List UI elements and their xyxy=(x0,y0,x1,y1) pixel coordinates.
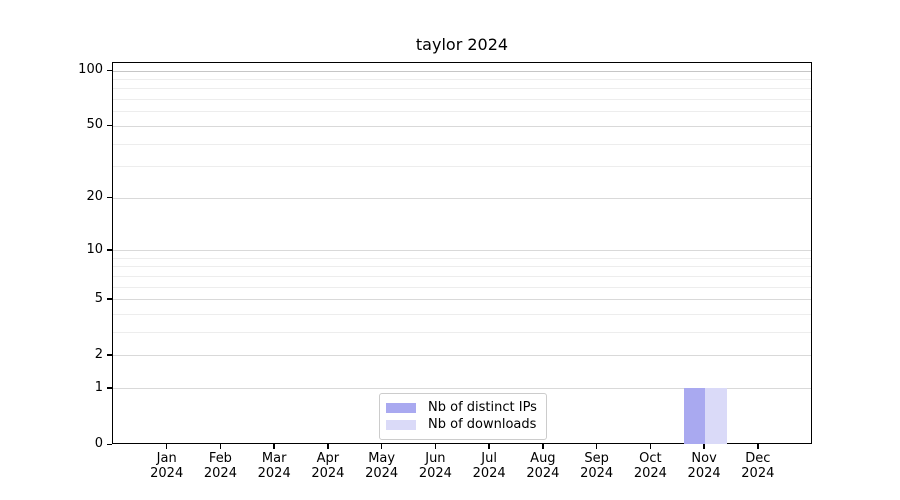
x-tick-label-may: May 2024 xyxy=(365,451,399,481)
y-tick-1 xyxy=(106,387,112,389)
legend-swatch-distinct-ips xyxy=(386,403,416,413)
y-tick-label-0: 0 xyxy=(94,436,103,451)
y-tick-label-2: 2 xyxy=(94,346,103,362)
legend-entry-distinct-ips: Nb of distinct IPs xyxy=(386,400,537,416)
gridline-minor-40 xyxy=(113,143,811,145)
x-tick-mar xyxy=(273,444,275,449)
gridline-major-2 xyxy=(113,355,811,357)
gridline-major-10 xyxy=(113,250,811,252)
gridline-minor-30 xyxy=(113,166,811,168)
y-tick-label-1: 1 xyxy=(94,379,103,395)
y-tick-label-10: 10 xyxy=(86,241,103,257)
x-tick-jan xyxy=(165,444,168,449)
grid-layer xyxy=(113,63,811,443)
y-tick-label-50: 50 xyxy=(86,117,103,133)
x-tick-apr xyxy=(327,444,329,449)
y-tick-50 xyxy=(106,124,112,127)
x-tick-label-jun: Jun 2024 xyxy=(418,451,452,481)
y-tick-10 xyxy=(106,249,112,251)
gridline-minor-6 xyxy=(113,286,811,288)
y-tick-label-100: 100 xyxy=(78,62,103,77)
gridline-minor-90 xyxy=(113,78,811,80)
y-tick-0 xyxy=(106,443,112,445)
legend: Nb of distinct IPs Nb of downloads xyxy=(379,393,547,440)
x-tick-label-jul: Jul 2024 xyxy=(472,451,506,481)
x-tick-jun xyxy=(434,444,437,449)
x-tick-label-jan: Jan 2024 xyxy=(150,451,184,481)
legend-entry-downloads: Nb of downloads xyxy=(386,417,537,433)
gridline-major-1 xyxy=(113,388,811,390)
legend-swatch-downloads xyxy=(386,420,416,430)
gridline-major-50 xyxy=(113,125,811,127)
gridline-minor-9 xyxy=(113,257,811,259)
chart-title: taylor 2024 xyxy=(415,35,509,54)
y-tick-label-20: 20 xyxy=(86,189,103,205)
x-tick-label-feb: Feb 2024 xyxy=(203,451,237,481)
x-tick-jul xyxy=(488,444,490,449)
bar-nov-distinct-ips xyxy=(683,388,706,445)
gridline-minor-8 xyxy=(113,266,811,268)
legend-label-downloads: Nb of downloads xyxy=(428,417,537,432)
bar-nov-downloads xyxy=(705,388,727,445)
x-tick-label-apr: Apr 2024 xyxy=(311,451,345,481)
gridline-major-100 xyxy=(113,70,811,72)
gridline-major-20 xyxy=(113,197,811,199)
y-tick-5 xyxy=(106,298,112,300)
gridline-minor-4 xyxy=(113,314,811,316)
gridline-minor-7 xyxy=(113,275,811,277)
gridline-minor-60 xyxy=(113,111,811,113)
legend-label-distinct-ips: Nb of distinct IPs xyxy=(428,400,537,415)
x-tick-label-mar: Mar 2024 xyxy=(257,451,291,481)
gridline-minor-70 xyxy=(113,99,811,101)
x-tick-oct xyxy=(649,444,652,449)
x-tick-label-sep: Sep 2024 xyxy=(580,451,614,481)
x-tick-may xyxy=(380,444,383,449)
x-tick-dec xyxy=(757,444,759,449)
x-tick-aug xyxy=(542,444,544,449)
gridline-minor-3 xyxy=(113,332,811,334)
x-tick-feb xyxy=(219,444,222,449)
y-tick-label-5: 5 xyxy=(94,290,103,306)
plot-area: Nb of distinct IPs Nb of downloads xyxy=(112,62,812,445)
x-tick-label-oct: Oct 2024 xyxy=(633,451,667,481)
x-tick-label-dec: Dec 2024 xyxy=(741,451,775,481)
x-tick-label-aug: Aug 2024 xyxy=(526,451,560,481)
x-tick-sep xyxy=(595,444,598,449)
y-tick-100 xyxy=(106,69,112,71)
bar-layer xyxy=(113,63,811,445)
gridline-minor-80 xyxy=(113,88,811,90)
x-tick-label-nov: Nov 2024 xyxy=(687,451,721,481)
y-tick-2 xyxy=(106,354,112,356)
gridline-major-5 xyxy=(113,299,811,301)
y-tick-20 xyxy=(106,196,112,199)
x-tick-nov xyxy=(703,444,705,449)
